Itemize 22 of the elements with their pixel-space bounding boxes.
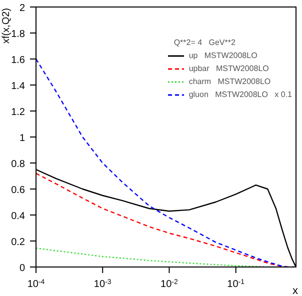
y-tick-label: 0	[19, 263, 26, 274]
legend-label: gluon MSTW2008LO x 0.1	[188, 89, 292, 101]
y-tick-label: 0.4	[11, 211, 26, 222]
x-tick-label: 10$^{-4}$	[27, 278, 45, 290]
x-tick-label: 10$^{-2}$	[160, 278, 178, 290]
legend-label: charm MSTW2008LO	[188, 76, 271, 88]
y-tick-label: 1.6	[11, 55, 26, 66]
legend-label: upbar MSTW2008LO	[188, 63, 269, 75]
x-tick-label: 10$^{-3}$	[94, 278, 112, 290]
y-tick-label: 0.2	[11, 237, 26, 248]
y-axis-title: xf(x,Q2)	[1, 8, 12, 44]
y-tick-label: 0.6	[11, 185, 26, 196]
legend-label: up MSTW2008LO	[188, 50, 258, 62]
y-tick-label: 1.8	[11, 29, 26, 40]
y-tick-label: 1.4	[11, 81, 26, 92]
y-tick-label: 0.8	[11, 159, 26, 170]
y-tick-label: 1.2	[11, 107, 26, 118]
x-axis-title: x	[292, 285, 298, 296]
y-tick-label: 1	[19, 133, 26, 144]
x-tick-label: 10$^{-1}$	[227, 278, 245, 290]
y-tick-label: 2	[19, 3, 26, 14]
legend-title: Q**2= 4 GeV**2	[174, 37, 236, 49]
